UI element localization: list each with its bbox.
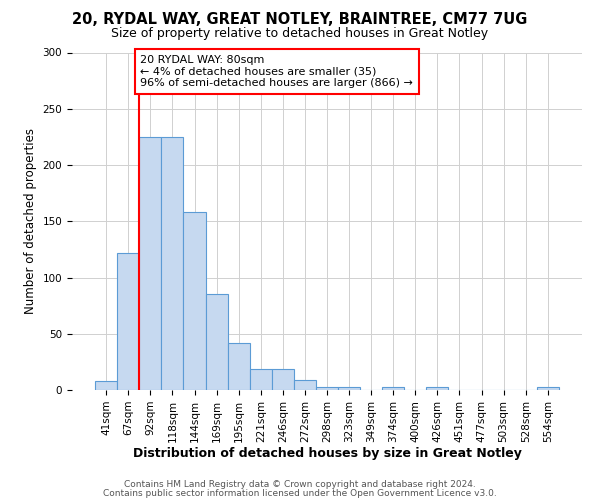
Bar	[427, 386, 448, 390]
Bar	[272, 368, 294, 390]
Bar	[294, 380, 316, 390]
Bar	[206, 294, 227, 390]
Y-axis label: Number of detached properties: Number of detached properties	[24, 128, 37, 314]
Bar	[250, 368, 272, 390]
Bar	[139, 137, 161, 390]
Text: Size of property relative to detached houses in Great Notley: Size of property relative to detached ho…	[112, 28, 488, 40]
Bar	[95, 381, 117, 390]
Text: 20, RYDAL WAY, GREAT NOTLEY, BRAINTREE, CM77 7UG: 20, RYDAL WAY, GREAT NOTLEY, BRAINTREE, …	[73, 12, 527, 28]
X-axis label: Distribution of detached houses by size in Great Notley: Distribution of detached houses by size …	[133, 448, 521, 460]
Bar	[537, 386, 559, 390]
Text: 20 RYDAL WAY: 80sqm
← 4% of detached houses are smaller (35)
96% of semi-detache: 20 RYDAL WAY: 80sqm ← 4% of detached hou…	[140, 54, 413, 88]
Bar	[338, 386, 360, 390]
Text: Contains public sector information licensed under the Open Government Licence v3: Contains public sector information licen…	[103, 488, 497, 498]
Bar	[184, 212, 206, 390]
Text: Contains HM Land Registry data © Crown copyright and database right 2024.: Contains HM Land Registry data © Crown c…	[124, 480, 476, 489]
Bar	[117, 253, 139, 390]
Bar	[227, 343, 250, 390]
Bar	[316, 386, 338, 390]
Bar	[161, 137, 184, 390]
Bar	[382, 386, 404, 390]
